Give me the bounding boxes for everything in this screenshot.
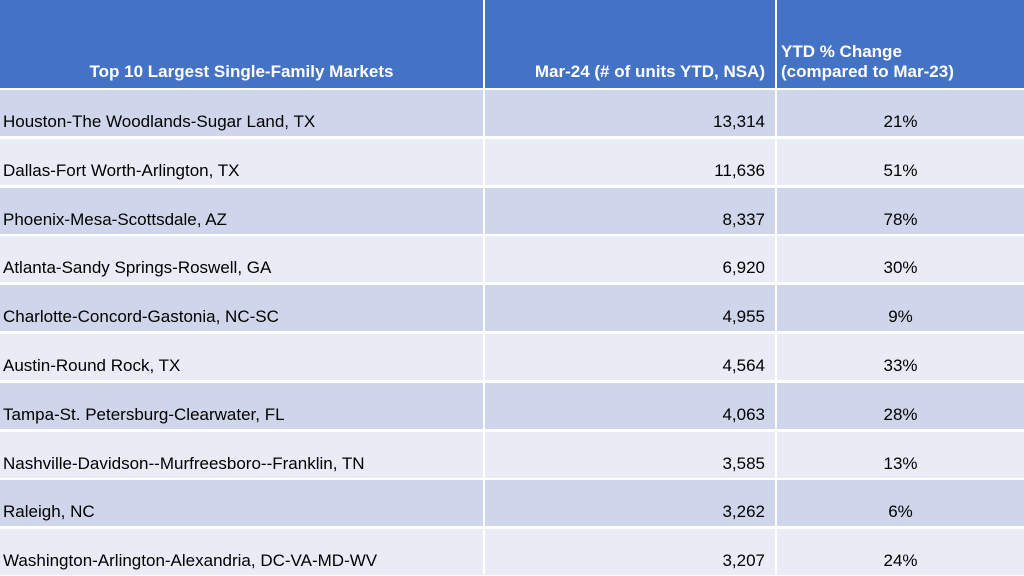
units-cell-text: 6,920 bbox=[722, 258, 765, 278]
header-market: Top 10 Largest Single-Family Markets bbox=[0, 0, 485, 88]
header-units: Mar-24 (# of units YTD, NSA) bbox=[485, 0, 777, 88]
change-cell: 33% bbox=[777, 334, 1024, 380]
market-cell-text: Houston-The Woodlands-Sugar Land, TX bbox=[3, 112, 316, 131]
table-row: Austin-Round Rock, TX 4,564 33% bbox=[0, 332, 1024, 380]
market-cell-text: Washington-Arlington-Alexandria, DC-VA-M… bbox=[3, 551, 378, 571]
header-change-label: YTD % Change (compared to Mar-23) bbox=[781, 42, 954, 81]
change-cell: 6% bbox=[777, 480, 1024, 526]
units-cell-text: 4,955 bbox=[722, 307, 765, 327]
units-cell-text: 4,564 bbox=[722, 356, 765, 375]
units-cell: 13,314 bbox=[485, 90, 777, 136]
change-cell: 78% bbox=[777, 188, 1024, 234]
change-cell: 9% bbox=[777, 285, 1024, 331]
market-cell-text: Nashville-Davidson--Murfreesboro--Frankl… bbox=[3, 453, 365, 473]
change-cell: 24% bbox=[777, 529, 1024, 575]
market-cell: Nashville-Davidson--Murfreesboro--Frankl… bbox=[0, 431, 485, 478]
market-cell: Atlanta-Sandy Springs-Roswell, GA bbox=[0, 236, 485, 283]
units-cell: 4,063 bbox=[485, 382, 777, 429]
units-cell-text: 3,207 bbox=[722, 551, 765, 571]
market-cell-text: Phoenix-Mesa-Scottsdale, AZ bbox=[3, 209, 227, 229]
units-cell-text: 4,063 bbox=[722, 404, 765, 424]
table-row: Phoenix-Mesa-Scottsdale, AZ 8,337 78% bbox=[0, 185, 1024, 234]
units-cell: 4,955 bbox=[485, 285, 777, 332]
units-cell: 3,207 bbox=[485, 529, 777, 576]
change-cell-text: 9% bbox=[888, 307, 913, 327]
units-cell: 6,920 bbox=[485, 236, 777, 283]
header-change: YTD % Change (compared to Mar-23) bbox=[777, 0, 1024, 88]
market-cell: Raleigh, NC bbox=[0, 480, 485, 527]
units-cell: 3,262 bbox=[485, 480, 777, 527]
change-cell-text: 28% bbox=[883, 404, 918, 424]
change-cell: 30% bbox=[777, 236, 1024, 282]
market-cell-text: Charlotte-Concord-Gastonia, NC-SC bbox=[3, 307, 279, 327]
change-cell-text: 24% bbox=[883, 551, 918, 571]
change-cell-text: 21% bbox=[883, 112, 918, 131]
change-cell-text: 51% bbox=[883, 160, 918, 180]
market-cell-text: Atlanta-Sandy Springs-Roswell, GA bbox=[3, 258, 272, 278]
header-market-label: Top 10 Largest Single-Family Markets bbox=[89, 62, 394, 81]
market-cell: Charlotte-Concord-Gastonia, NC-SC bbox=[0, 285, 485, 332]
market-cell: Austin-Round Rock, TX bbox=[0, 334, 485, 380]
table-row: Dallas-Fort Worth-Arlington, TX 11,636 51% bbox=[0, 136, 1024, 185]
header-units-label: Mar-24 (# of units YTD, NSA) bbox=[534, 62, 765, 81]
units-cell-text: 3,262 bbox=[722, 502, 765, 522]
units-cell-text: 3,585 bbox=[722, 453, 765, 473]
units-cell-text: 8,337 bbox=[722, 209, 765, 229]
units-cell-text: 13,314 bbox=[713, 112, 765, 131]
market-cell: Tampa-St. Petersburg-Clearwater, FL bbox=[0, 382, 485, 429]
market-cell-text: Austin-Round Rock, TX bbox=[3, 356, 181, 375]
table-row: Atlanta-Sandy Springs-Roswell, GA 6,920 30… bbox=[0, 234, 1024, 283]
change-cell-text: 13% bbox=[883, 453, 918, 473]
table-row: Charlotte-Concord-Gastonia, NC-SC 4,955 9% bbox=[0, 283, 1024, 332]
table-header: Top 10 Largest Single-Family Markets Mar… bbox=[0, 0, 1024, 88]
change-cell-text: 6% bbox=[888, 502, 913, 522]
change-cell: 28% bbox=[777, 383, 1024, 429]
units-cell: 8,337 bbox=[485, 187, 777, 234]
units-cell: 3,585 bbox=[485, 431, 777, 478]
units-cell: 11,636 bbox=[485, 138, 777, 185]
change-cell: 13% bbox=[777, 432, 1024, 478]
table-row: Tampa-St. Petersburg-Clearwater, FL 4,063… bbox=[0, 380, 1024, 429]
market-cell: Phoenix-Mesa-Scottsdale, AZ bbox=[0, 187, 485, 234]
units-cell: 4,564 bbox=[485, 334, 777, 380]
market-cell: Dallas-Fort Worth-Arlington, TX bbox=[0, 138, 485, 185]
market-cell-text: Tampa-St. Petersburg-Clearwater, FL bbox=[3, 404, 285, 424]
table-row: Raleigh, NC 3,262 6% bbox=[0, 478, 1024, 527]
change-cell: 51% bbox=[777, 139, 1024, 185]
table-row: Nashville-Davidson--Murfreesboro--Frankl… bbox=[0, 429, 1024, 478]
table-row: Houston-The Woodlands-Sugar Land, TX 13,3… bbox=[0, 88, 1024, 136]
market-cell-text: Dallas-Fort Worth-Arlington, TX bbox=[3, 160, 240, 180]
market-cell: Houston-The Woodlands-Sugar Land, TX bbox=[0, 90, 485, 136]
change-cell: 21% bbox=[777, 90, 1024, 136]
change-cell-text: 30% bbox=[883, 258, 918, 278]
change-cell-text: 78% bbox=[883, 209, 918, 229]
units-cell-text: 11,636 bbox=[714, 160, 765, 180]
market-cell-text: Raleigh, NC bbox=[3, 502, 95, 522]
change-cell-text: 33% bbox=[883, 356, 918, 375]
table-row: Washington-Arlington-Alexandria, DC-VA-M… bbox=[0, 527, 1024, 576]
market-cell: Washington-Arlington-Alexandria, DC-VA-M… bbox=[0, 529, 485, 576]
